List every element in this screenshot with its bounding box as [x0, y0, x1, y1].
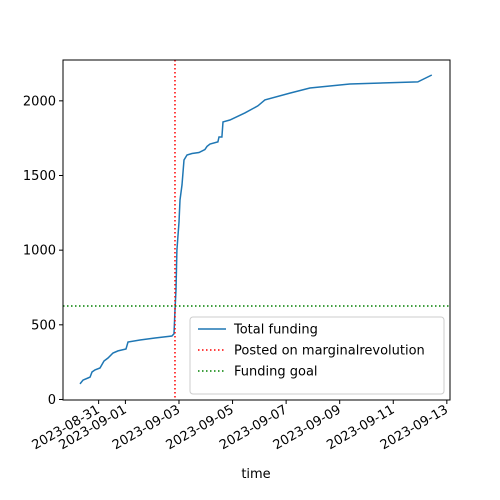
y-tick-label: 1000 — [23, 244, 56, 259]
y-tick-label: 500 — [31, 318, 56, 333]
line-series — [79, 74, 433, 385]
axes-frame — [62, 59, 451, 401]
y-tick-label: 1500 — [23, 169, 56, 184]
legend: Total funding Posted on marginalrevolutio… — [189, 316, 445, 395]
x-axis-label: time — [241, 467, 270, 482]
y-tick-label: 2000 — [23, 94, 56, 109]
y-tick-label: 0 — [48, 393, 56, 408]
legend-label: Posted on marginalrevolution — [234, 344, 425, 359]
legend-box — [189, 316, 445, 395]
legend-label: Funding goal — [234, 365, 318, 380]
legend-label: Total funding — [233, 323, 318, 338]
